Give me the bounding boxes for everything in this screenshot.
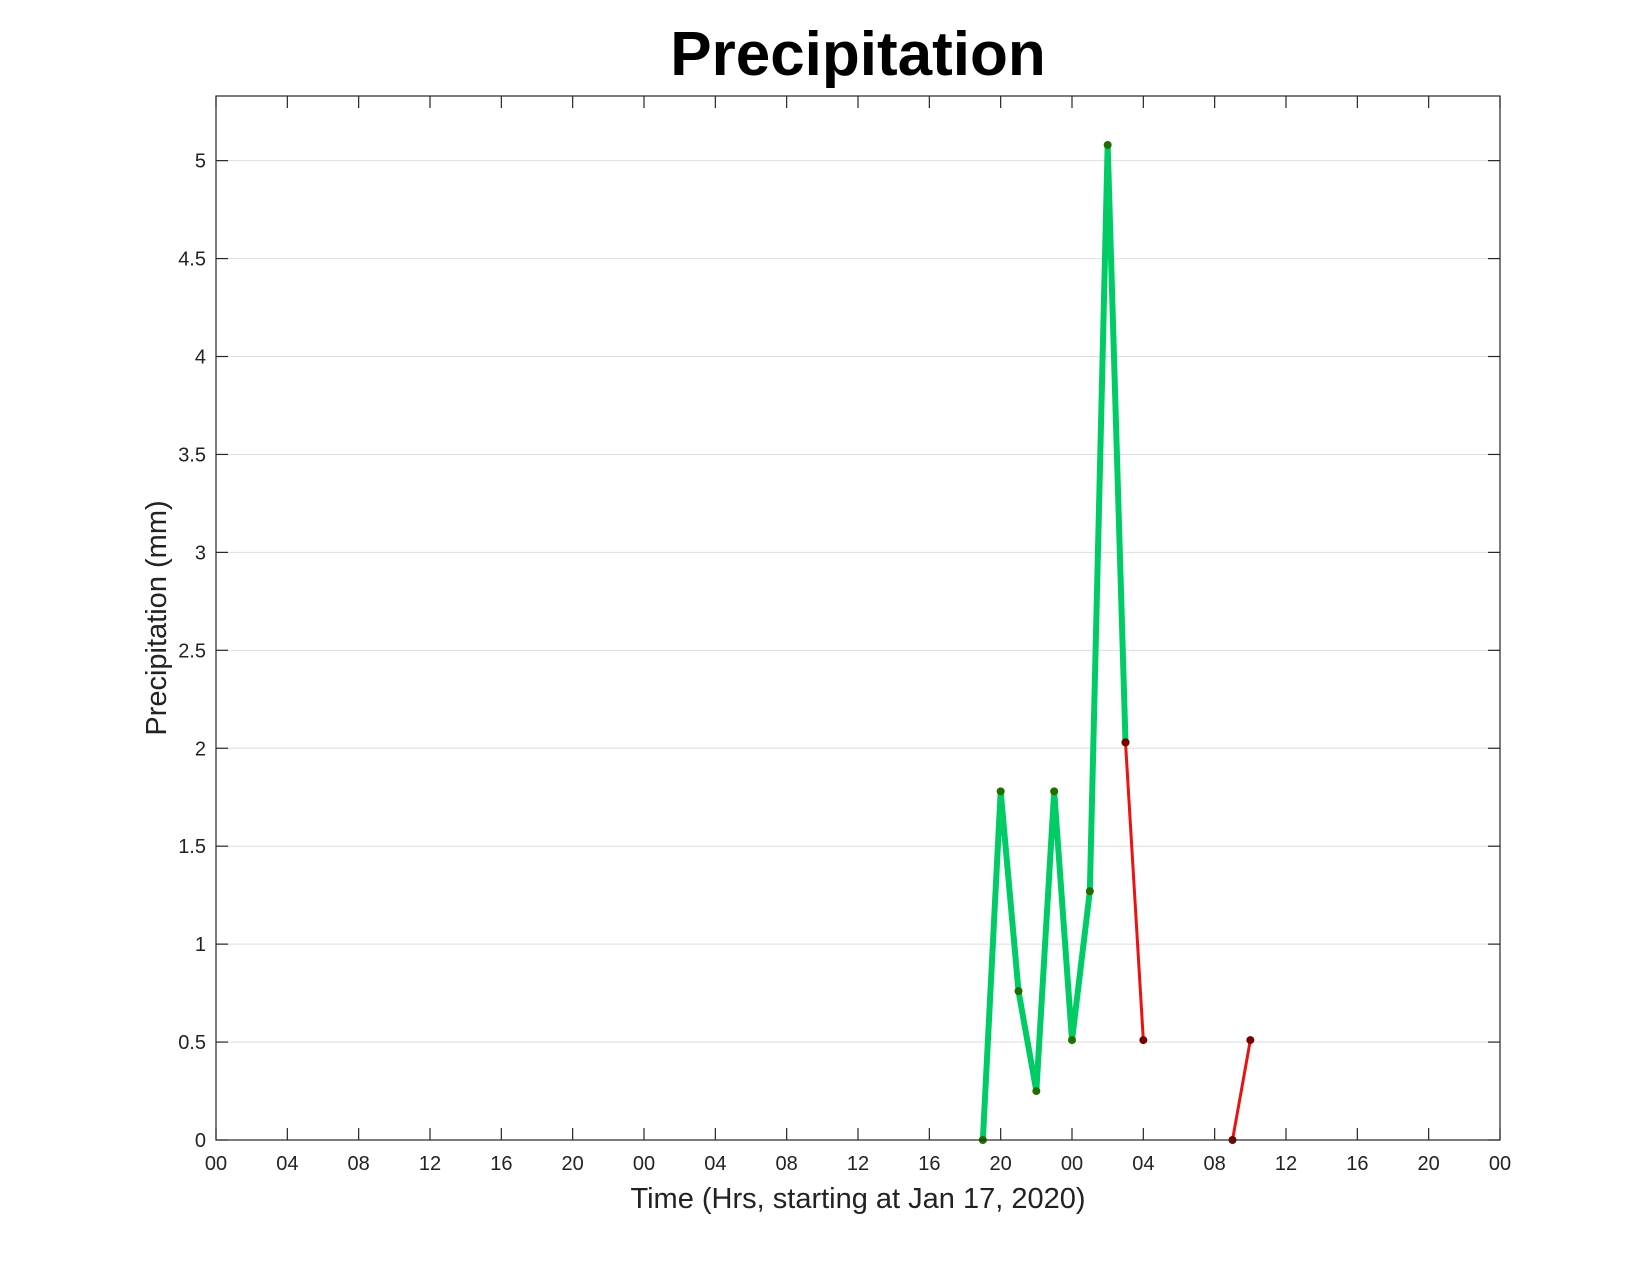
y-gridlines <box>216 160 1500 1141</box>
data-point <box>1068 1036 1076 1045</box>
x-tick-label: 16 <box>918 1153 940 1175</box>
data-point <box>1032 1087 1041 1096</box>
x-tick-label: 04 <box>704 1153 726 1175</box>
series-line-3 <box>1231 1038 1252 1142</box>
y-tick-label: 3 <box>195 542 206 564</box>
x-tick-label: 08 <box>1204 1153 1226 1175</box>
x-tick-label: 12 <box>1275 1153 1297 1175</box>
y-axis-label: Precipitation (mm) <box>141 500 173 735</box>
series-line-1 <box>979 141 1129 1143</box>
data-point <box>1014 987 1023 996</box>
x-tick-label: 08 <box>776 1153 798 1175</box>
plot-area-frame <box>215 95 1501 1141</box>
x-tick-label: 16 <box>490 1153 512 1175</box>
x-tick-label: 20 <box>990 1153 1012 1175</box>
y-tick-label: 4.5 <box>178 249 206 271</box>
x-tick-label: 16 <box>1346 1153 1368 1175</box>
data-point <box>1103 140 1112 149</box>
x-tick-label: 00 <box>1061 1153 1083 1175</box>
y-tick-label: 0.5 <box>178 1032 206 1054</box>
data-point <box>1085 887 1094 896</box>
data-point <box>996 787 1005 796</box>
y-tick-label: 5 <box>195 151 206 173</box>
chart-title: Precipitation <box>670 20 1046 89</box>
y-tick-label: 2.5 <box>178 640 206 662</box>
data-point <box>1050 787 1059 796</box>
data-series <box>978 140 1255 1144</box>
y-tick-label: 3.5 <box>178 444 206 466</box>
x-tick-label: 08 <box>348 1153 370 1175</box>
y-tick-label: 1.5 <box>178 836 206 858</box>
axis-ticks: 0 0.5 1 1.5 2 2.5 3 3.5 4 4.5 5 00 04 08 12 16 20 00 04 08 1… <box>178 96 1511 1175</box>
x-tick-label: 20 <box>562 1153 584 1175</box>
y-tick-label: 1 <box>195 934 206 956</box>
x-tick-label: 00 <box>205 1153 227 1175</box>
y-tick-label: 2 <box>195 738 206 760</box>
x-tick-label: 12 <box>847 1153 869 1175</box>
x-tick-label: 20 <box>1418 1153 1440 1175</box>
series-line-2 <box>1124 740 1145 1042</box>
x-tick-label: 00 <box>1489 1153 1511 1175</box>
x-axis-label: Time (Hrs, starting at Jan 17, 2020) <box>630 1183 1085 1215</box>
x-tick-label: 04 <box>276 1153 298 1175</box>
x-tick-label: 04 <box>1132 1153 1154 1175</box>
data-point <box>1139 1036 1148 1045</box>
y-tick-label: 4 <box>195 347 206 369</box>
x-tick-label: 00 <box>633 1153 655 1175</box>
data-point <box>1246 1036 1255 1045</box>
x-tick-label: 12 <box>419 1153 441 1175</box>
data-point <box>1121 738 1130 747</box>
y-tick-label: 0 <box>195 1130 206 1152</box>
